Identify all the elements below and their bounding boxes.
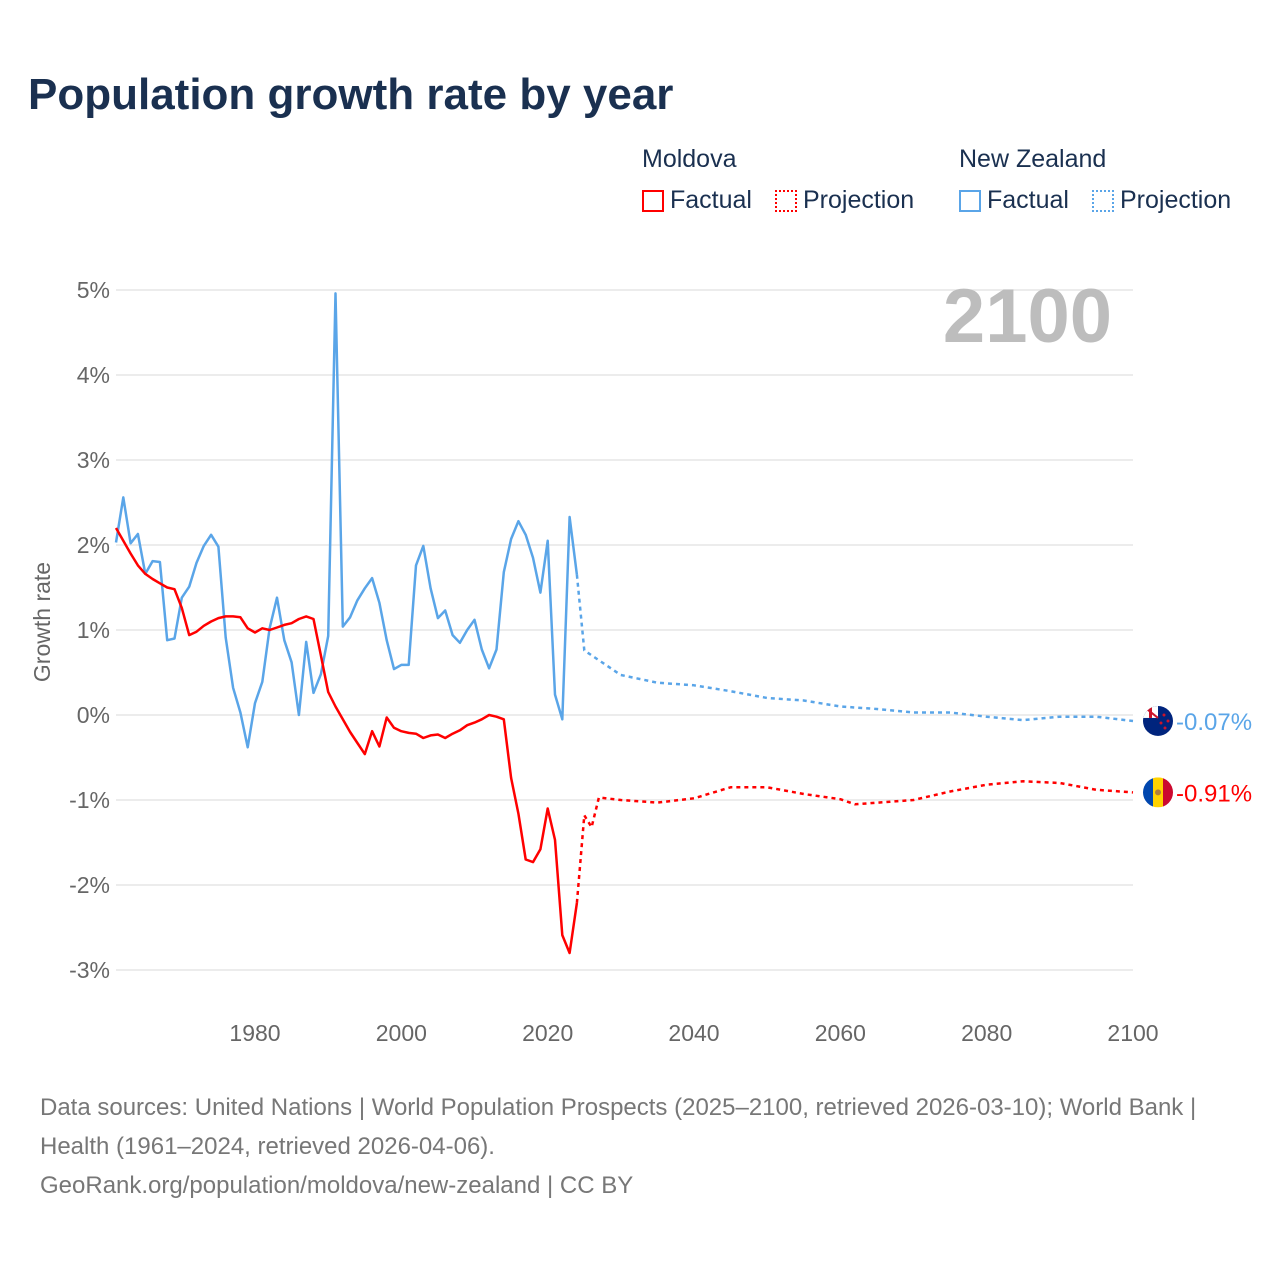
y-tick-label: -1% [69, 787, 110, 813]
y-tick-label: 1% [77, 617, 110, 643]
y-tick-label: 0% [77, 702, 110, 728]
legend-moldova-projection[interactable]: Projection [775, 186, 914, 215]
new-zealand-flag-icon [1143, 705, 1173, 736]
x-tick-label: 2020 [522, 1020, 573, 1046]
year-overlay: 2100 [943, 274, 1112, 359]
series-line-moldova-factual [114, 527, 579, 955]
legend-nz-projection[interactable]: Projection [1092, 186, 1231, 215]
legend-group-moldova: Moldova [642, 145, 737, 173]
x-tick-label: 2060 [815, 1020, 866, 1046]
y-tick-label: 3% [77, 447, 110, 473]
footer: Data sources: United Nations | World Pop… [40, 1088, 1240, 1205]
legend-label: Projection [1120, 186, 1232, 214]
y-tick-label: -2% [69, 872, 110, 898]
legend-label: Factual [987, 186, 1069, 214]
data-sources: Data sources: United Nations | World Pop… [40, 1094, 1197, 1160]
y-axis-label: Growth rate [29, 562, 55, 682]
legend-swatch-dotted [775, 189, 797, 212]
legend-nz-factual[interactable]: Factual [959, 186, 1069, 215]
series-line-new-zealand-factual [114, 292, 579, 749]
x-tick-label: 2040 [668, 1020, 719, 1046]
legend-swatch-solid [959, 189, 981, 212]
legend-swatch-dotted [1092, 189, 1114, 212]
y-tick-label: 4% [77, 362, 110, 388]
end-value-label: -0.91% [1176, 780, 1252, 807]
y-tick-label: 2% [77, 532, 110, 558]
attribution-link[interactable]: GeoRank.org/population/moldova/new-zeala… [40, 1172, 634, 1199]
legend-swatch-solid [642, 189, 664, 212]
x-tick-label: 2000 [376, 1020, 427, 1046]
end-value-label: -0.07% [1176, 709, 1252, 736]
legend-moldova-factual[interactable]: Factual [642, 186, 752, 215]
y-tick-label: -3% [69, 957, 110, 983]
x-tick-label: 2100 [1107, 1020, 1158, 1046]
legend-group-new-zealand: New Zealand [959, 145, 1107, 173]
chart-title: Population growth rate by year [28, 70, 674, 119]
moldova-flag-icon [1143, 777, 1173, 808]
legend-label: Factual [670, 186, 752, 214]
x-tick-label: 2080 [961, 1020, 1012, 1046]
legend-label: Projection [803, 186, 915, 214]
series-line-moldova-projection [575, 780, 1134, 904]
y-tick-label: 5% [77, 277, 110, 303]
series-line-new-zealand-projection [575, 574, 1134, 723]
x-tick-label: 1980 [229, 1020, 280, 1046]
line-chart: 5% 4% 3% 2% 1% 0% -1% -2% -3% 1980 2000 2020 2040 206… [29, 274, 1252, 1046]
